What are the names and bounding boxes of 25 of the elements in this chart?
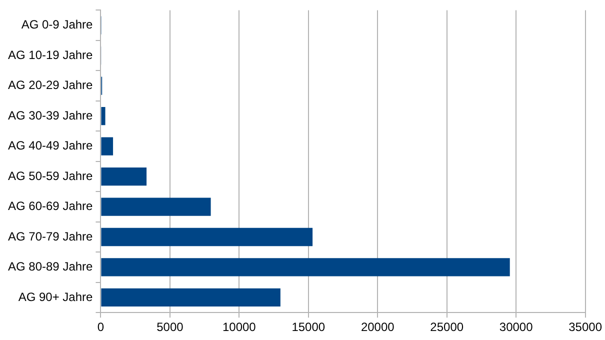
y-tick-label: AG 70-79 Jahre (8, 229, 94, 244)
x-tick-label: 35000 (568, 320, 602, 334)
x-tick-label: 30000 (499, 320, 534, 334)
bar (101, 198, 211, 216)
x-tick-label: 5000 (156, 320, 184, 334)
bar (101, 137, 114, 156)
bar (101, 258, 510, 276)
x-tick-label: 10000 (222, 320, 256, 334)
y-tick-label: AG 60-69 Jahre (8, 199, 94, 214)
y-tick-label: AG 10-19 Jahre (8, 48, 94, 62)
y-tick-label: AG 30-39 Jahre (8, 108, 94, 122)
x-tick-label: 25000 (430, 320, 464, 334)
x-tick-label: 0 (97, 320, 104, 334)
bar (101, 228, 313, 246)
y-tick-label: AG 0-9 Jahre (21, 18, 94, 32)
y-tick-label: AG 40-49 Jahre (8, 138, 94, 153)
x-tick-label: 15000 (292, 320, 326, 334)
x-tick-label: 20000 (360, 320, 395, 334)
y-tick-label: AG 90+ Jahre (18, 290, 94, 304)
y-tick-label: AG 80-89 Jahre (8, 260, 94, 274)
bar (101, 106, 106, 126)
y-tick-label: AG 50-59 Jahre (8, 168, 94, 183)
bar (101, 288, 280, 307)
y-tick-label: AG 20-29 Jahre (8, 78, 94, 92)
bar (101, 167, 147, 186)
